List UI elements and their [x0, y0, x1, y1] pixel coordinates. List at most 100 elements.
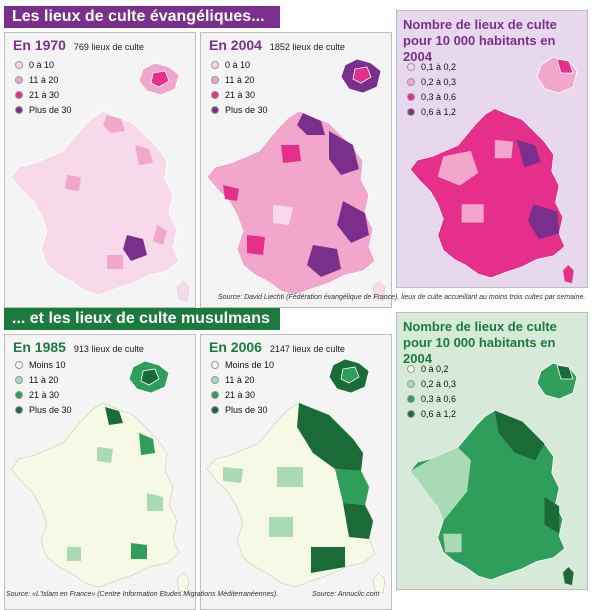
legend-item: Moins 10 — [15, 357, 72, 372]
legend-swatch — [15, 75, 23, 84]
legend-item: 0,3 à 0,6 — [407, 89, 456, 104]
year-label: En 2006 — [209, 339, 262, 355]
legend-label: 0,3 à 0,6 — [421, 91, 457, 102]
legend-swatch — [15, 105, 23, 114]
legend-swatch — [407, 92, 415, 101]
legend-item: 0 à 0,2 — [407, 361, 456, 376]
density-title: Nombre de lieux de culte pour 10 000 hab… — [403, 17, 557, 64]
legend-label: 0 à 10 — [29, 59, 55, 70]
corsica — [176, 280, 190, 302]
legend-label: 21 à 30 — [29, 89, 60, 100]
france-map — [206, 402, 386, 594]
corsica — [176, 572, 190, 594]
legend-swatch — [15, 90, 23, 99]
legend-item: 0,6 à 1,2 — [407, 104, 456, 119]
corsica — [372, 280, 386, 302]
idf-inset-map — [328, 358, 370, 394]
count-label: 1852 lieux de culte — [269, 42, 345, 52]
legend-swatch — [211, 105, 219, 114]
legend-label: 0 à 0,2 — [421, 363, 449, 374]
muslim-header: ... et les lieux de culte musulmans — [4, 308, 280, 330]
legend-label: 21 à 30 — [29, 389, 60, 400]
legend-label: 11 à 20 — [29, 74, 59, 85]
legend-swatch — [407, 364, 415, 373]
france-map — [10, 110, 190, 302]
corsica — [372, 572, 386, 594]
legend-label: Moins de 10 — [225, 359, 275, 370]
legend-swatch — [211, 360, 219, 369]
idf-inset-map — [138, 62, 180, 96]
legend-item: 21 à 30 — [211, 387, 274, 402]
legend-item: 21 à 30 — [15, 87, 72, 102]
panel-muslim-density: Nombre de lieux de culte pour 10 000 hab… — [396, 312, 588, 590]
panel-muslim-2006: En 2006 2147 lieux de culte Moins de 10 1… — [200, 334, 392, 610]
idf-inset-map — [128, 360, 170, 394]
legend-label: 11 à 20 — [225, 374, 255, 385]
legend-item: 11 à 20 — [15, 72, 72, 87]
source-note-right: Source: Annuclic.com — [312, 591, 380, 598]
panel-title: En 1970 769 lieux de culte — [13, 37, 144, 53]
legend-item: 11 à 20 — [211, 72, 268, 87]
france-map — [409, 108, 575, 284]
legend-swatch — [15, 405, 23, 414]
count-label: 769 lieux de culte — [73, 42, 144, 52]
legend-swatch — [407, 394, 415, 403]
density-title: Nombre de lieux de culte pour 10 000 hab… — [403, 319, 557, 366]
legend-swatch — [407, 107, 415, 116]
legend-item: Plus de 30 — [211, 102, 268, 117]
legend: Moins de 10 11 à 20 21 à 30 Plus de 30 — [211, 357, 274, 417]
legend-item: 0 à 10 — [211, 57, 268, 72]
legend-swatch — [15, 60, 23, 69]
legend-item: 21 à 30 — [15, 387, 72, 402]
count-label: 913 lieux de culte — [73, 344, 144, 354]
legend-swatch — [211, 90, 219, 99]
legend: 0,1 à 0,2 0,2 à 0,3 0,3 à 0,6 0,6 à 1,2 — [407, 59, 456, 119]
legend-swatch — [15, 360, 23, 369]
panel-evangelical-2004: En 2004 1852 lieux de culte 0 à 10 11 à 2… — [200, 32, 392, 308]
legend-label: 0,1 à 0,2 — [421, 61, 457, 72]
legend-swatch — [407, 62, 415, 71]
panel-title: En 2006 2147 lieux de culte — [209, 339, 345, 355]
legend-item: 11 à 20 — [211, 372, 274, 387]
panel-title: En 2004 1852 lieux de culte — [209, 37, 345, 53]
legend-swatch — [15, 375, 23, 384]
legend-item: 0 à 10 — [15, 57, 72, 72]
legend-label: 11 à 20 — [29, 374, 59, 385]
evangelical-header: Les lieux de culte évangéliques... — [4, 6, 280, 28]
legend-label: Plus de 30 — [29, 404, 72, 415]
legend-label: 11 à 20 — [225, 74, 255, 85]
legend-label: 0,3 à 0,6 — [421, 393, 457, 404]
france-map — [206, 110, 386, 302]
france-map — [10, 402, 190, 594]
legend-item: 0,2 à 0,3 — [407, 376, 456, 391]
year-label: En 1985 — [13, 339, 66, 355]
panel-muslim-1985: En 1985 913 lieux de culte Moins 10 11 à … — [4, 334, 196, 610]
legend-label: 0,2 à 0,3 — [421, 378, 457, 389]
legend: Moins 10 11 à 20 21 à 30 Plus de 30 — [15, 357, 72, 417]
legend-item: 0,2 à 0,3 — [407, 74, 456, 89]
legend-item: 0,1 à 0,2 — [407, 59, 456, 74]
corsica — [562, 566, 575, 586]
legend-item: Plus de 30 — [15, 402, 72, 417]
legend-label: 0,6 à 1,2 — [421, 106, 457, 117]
legend-swatch — [407, 409, 415, 418]
legend-label: Plus de 30 — [225, 404, 268, 415]
legend-label: 21 à 30 — [225, 389, 256, 400]
idf-inset-map — [536, 56, 578, 94]
legend: 0 à 10 11 à 20 21 à 30 Plus de 30 — [15, 57, 72, 117]
legend-item: 0,3 à 0,6 — [407, 391, 456, 406]
legend-swatch — [211, 75, 219, 84]
legend-label: 0 à 10 — [225, 59, 251, 70]
count-label: 2147 lieux de culte — [269, 344, 345, 354]
legend-swatch — [407, 77, 415, 86]
legend-item: 11 à 20 — [15, 372, 72, 387]
panel-evangelical-1970: En 1970 769 lieux de culte 0 à 10 11 à 20… — [4, 32, 196, 308]
legend-swatch — [211, 390, 219, 399]
legend-swatch — [407, 379, 415, 388]
legend-swatch — [211, 60, 219, 69]
legend: 0 à 10 11 à 20 21 à 30 Plus de 30 — [211, 57, 268, 117]
legend-label: Moins 10 — [29, 359, 66, 370]
source-note: Source: David Liechti (Fédération évangé… — [218, 294, 586, 301]
legend-item: Moins de 10 — [211, 357, 274, 372]
legend-swatch — [211, 405, 219, 414]
